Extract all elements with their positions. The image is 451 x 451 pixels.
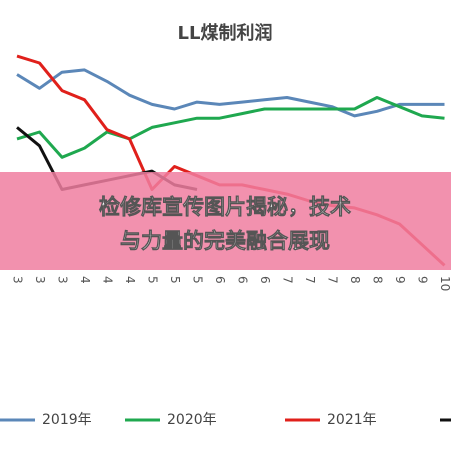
banner-line: 与力量的完美融合展现 — [120, 229, 330, 253]
legend-label: 2019年 — [42, 412, 92, 428]
legend-label: 2020年 — [167, 412, 217, 428]
banner — [0, 172, 451, 270]
x-tick-label: 5 — [146, 276, 160, 284]
x-tick-label: 9 — [416, 276, 430, 284]
x-tick-label: 8 — [371, 276, 385, 284]
x-tick-label: 7 — [303, 276, 317, 284]
x-tick-label: 3 — [56, 276, 70, 284]
x-tick-label: 7 — [326, 276, 340, 284]
x-tick-label: 4 — [123, 276, 137, 284]
x-tick-label: 6 — [236, 276, 250, 284]
x-tick-label: 7 — [281, 276, 295, 284]
x-tick-label: 6 — [258, 276, 272, 284]
x-tick-label: 9 — [393, 276, 407, 284]
x-tick-label: 6 — [213, 276, 227, 284]
x-tick-label: 8 — [348, 276, 362, 284]
legend-label: 2021年 — [327, 412, 377, 428]
x-tick-label: 4 — [78, 276, 92, 284]
x-tick-label: 5 — [168, 276, 182, 284]
series-line — [16, 68, 445, 118]
x-tick-label: 3 — [11, 276, 25, 284]
x-tick-label: 10 — [438, 276, 451, 291]
chart-title: LL煤制利润 — [178, 22, 273, 44]
x-tick-label: 4 — [101, 276, 115, 284]
series-line — [16, 96, 445, 159]
x-tick-label: 5 — [191, 276, 205, 284]
banner-line: 检修库宣传图片揭秘，技术 — [99, 195, 351, 219]
x-tick-label: 3 — [33, 276, 47, 284]
